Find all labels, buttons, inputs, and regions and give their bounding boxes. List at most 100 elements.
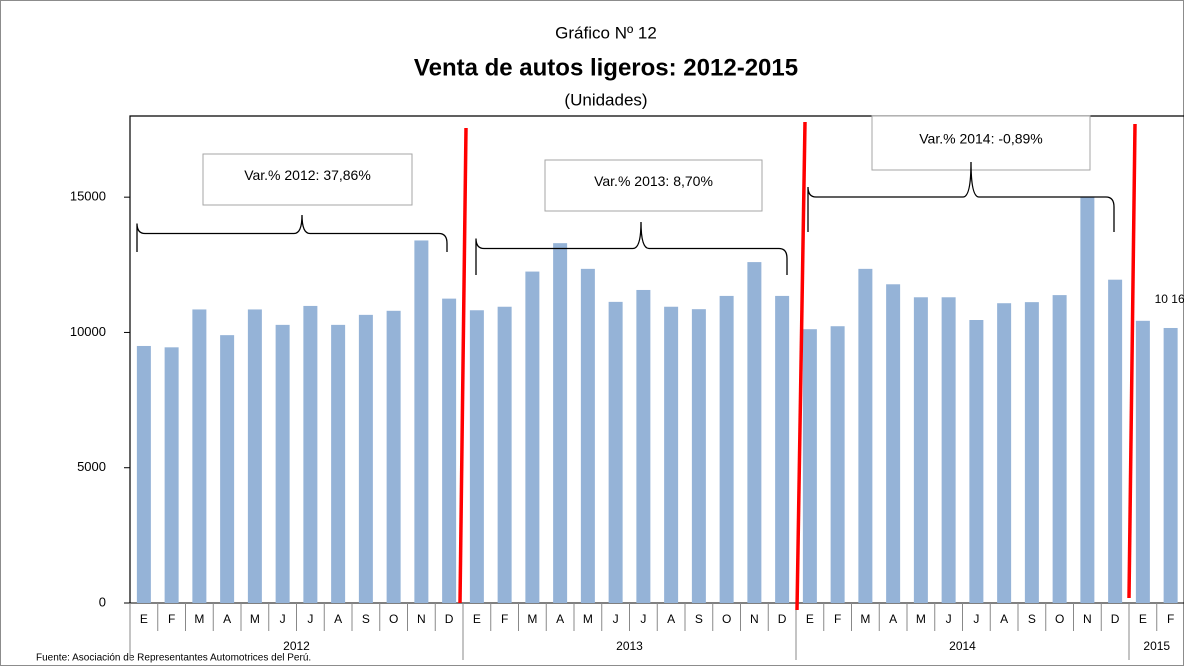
x-tick-label: O xyxy=(389,612,398,626)
x-tick-label: D xyxy=(1111,612,1120,626)
bar xyxy=(1108,279,1123,603)
year-divider xyxy=(795,121,807,611)
x-tick-label: J xyxy=(973,612,979,626)
x-tick-label: J xyxy=(640,612,646,626)
x-tick-label: M xyxy=(194,612,204,626)
x-tick-label: F xyxy=(501,612,508,626)
bar xyxy=(997,303,1012,603)
group-label: 2015 xyxy=(1143,639,1170,653)
x-tick-label: E xyxy=(140,612,148,626)
y-tick-label: 10000 xyxy=(70,324,106,339)
annotation-box xyxy=(871,115,1091,171)
group-label: 2013 xyxy=(616,639,643,653)
x-tick-label: J xyxy=(613,612,619,626)
x-tick-label: J xyxy=(280,612,286,626)
x-tick-label: N xyxy=(417,612,426,626)
x-tick-label: A xyxy=(1000,612,1008,626)
brace xyxy=(807,161,1115,232)
bar xyxy=(331,324,346,603)
x-tick-label: M xyxy=(250,612,260,626)
x-tick-label: M xyxy=(583,612,593,626)
x-tick-label: D xyxy=(445,612,454,626)
annotation-box xyxy=(544,159,763,212)
bar xyxy=(969,319,984,603)
x-tick-label: A xyxy=(889,612,897,626)
chart-title: Venta de autos ligeros: 2012-2015 xyxy=(414,54,798,81)
chart-pretitle: Gráfico Nº 12 xyxy=(555,23,657,42)
year-divider xyxy=(1127,123,1137,599)
bar xyxy=(136,345,151,603)
bar xyxy=(442,298,457,603)
group-label: 2014 xyxy=(949,639,976,653)
plot: 0 5000 10000 15000 E F M A M J J A S O N D 2012 E F M A M J J A S… xyxy=(70,115,1184,660)
x-tick-label: S xyxy=(1028,612,1036,626)
bar xyxy=(691,309,706,603)
x-tick-label: A xyxy=(334,612,342,626)
bar xyxy=(830,326,845,603)
bar xyxy=(414,240,429,603)
x-tick-label: N xyxy=(1083,612,1092,626)
x-tick-label: A xyxy=(667,612,675,626)
x-tick-label: S xyxy=(695,612,703,626)
annotation-box xyxy=(202,153,413,206)
annotation: Var.% 2014: -0,89% xyxy=(919,131,1042,147)
bar xyxy=(580,268,595,603)
x-tick-label: J xyxy=(946,612,952,626)
x-tick-label: N xyxy=(750,612,759,626)
x-tick-label: M xyxy=(860,612,870,626)
x-tick-label: O xyxy=(722,612,731,626)
bar xyxy=(775,295,790,603)
y-tick-label: 15000 xyxy=(70,189,106,204)
chart-subtitle: (Unidades) xyxy=(564,90,647,109)
bar xyxy=(886,284,901,603)
x-tick-label: J xyxy=(307,612,313,626)
brace xyxy=(475,221,788,275)
bar xyxy=(1052,295,1067,603)
bar xyxy=(1080,197,1095,603)
bar xyxy=(941,297,956,603)
x-tick-label: E xyxy=(1139,612,1147,626)
annotation: Var.% 2013: 8,70% xyxy=(594,173,713,189)
bar xyxy=(386,310,401,603)
x-tick-label: F xyxy=(1167,612,1174,626)
annotation: Var.% 2012: 37,86% xyxy=(244,167,371,183)
bar xyxy=(275,324,290,603)
x-tick-label: S xyxy=(362,612,370,626)
bar xyxy=(303,305,318,603)
x-tick-label: F xyxy=(834,612,841,626)
value-label: 10 165 xyxy=(1155,292,1184,306)
bar xyxy=(497,306,512,603)
x-tick-label: D xyxy=(778,612,787,626)
brace xyxy=(136,214,448,252)
bar xyxy=(636,289,651,603)
bar xyxy=(525,271,540,603)
bar xyxy=(1024,302,1039,603)
bar xyxy=(802,329,817,603)
x-tick-label: E xyxy=(806,612,814,626)
y-tick-label: 0 xyxy=(99,594,106,609)
bar xyxy=(913,297,928,603)
bar xyxy=(1135,320,1150,603)
bar xyxy=(192,309,207,603)
x-tick-label: M xyxy=(527,612,537,626)
bar xyxy=(858,268,873,603)
y-tick-label: 5000 xyxy=(77,459,106,474)
bar xyxy=(469,310,484,603)
bar xyxy=(747,262,762,603)
bar xyxy=(664,306,679,603)
x-tick-label: O xyxy=(1055,612,1064,626)
x-tick-label: A xyxy=(223,612,231,626)
bar xyxy=(220,335,235,603)
source-note: Fuente: Asociación de Representantes Aut… xyxy=(36,653,311,664)
bar xyxy=(719,295,734,603)
group-label: 2012 xyxy=(283,639,310,653)
year-divider xyxy=(458,127,468,604)
bar xyxy=(247,309,262,603)
bar xyxy=(164,347,179,603)
x-tick-label: M xyxy=(916,612,926,626)
x-tick-label: A xyxy=(556,612,564,626)
bar xyxy=(608,301,623,603)
plot-frame xyxy=(129,115,1184,603)
x-tick-label: E xyxy=(473,612,481,626)
